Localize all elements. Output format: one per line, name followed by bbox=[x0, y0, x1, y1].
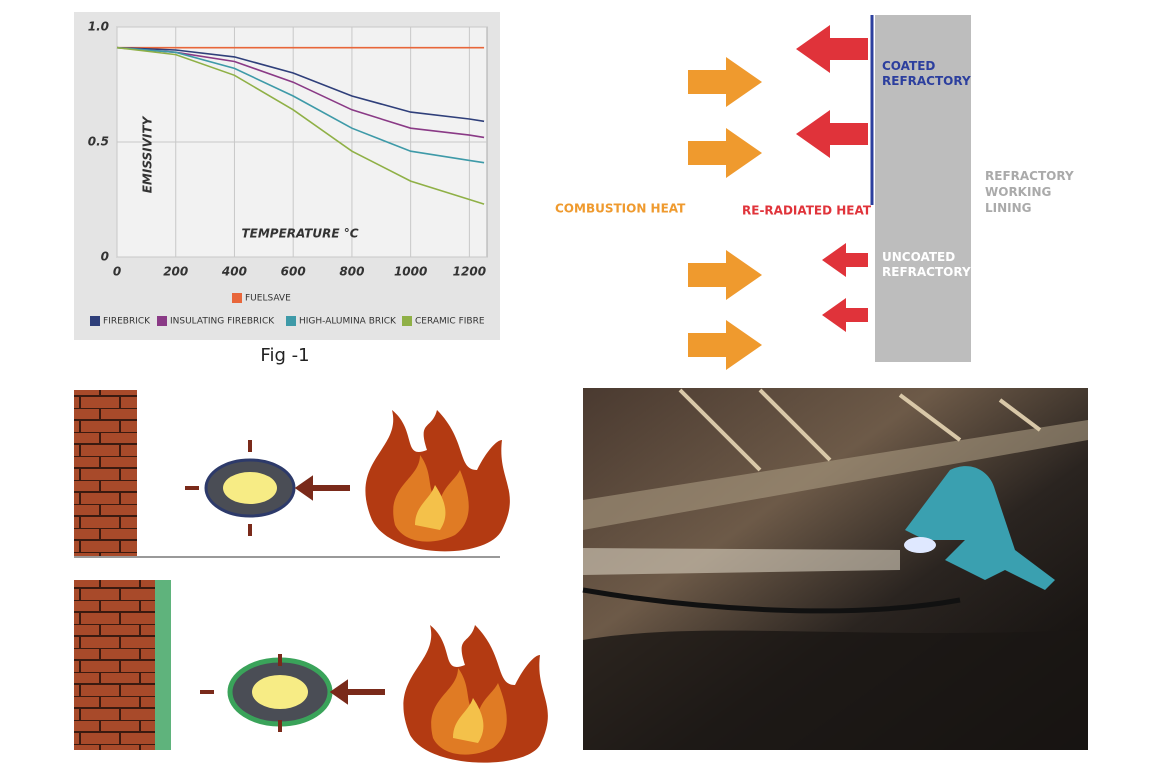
y-tick-label: 0 bbox=[101, 250, 109, 264]
label-line: WORKING bbox=[985, 185, 1051, 199]
reradiated-arrows bbox=[796, 25, 868, 332]
x-tick-label: 400 bbox=[221, 265, 247, 279]
combustion-arrows bbox=[688, 57, 762, 370]
series-line bbox=[116, 46, 485, 123]
x-tick-label: 600 bbox=[281, 265, 306, 279]
coated-label: COATED REFRACTORY bbox=[882, 59, 971, 88]
lining-label: REFRACTORY WORKING LINING bbox=[985, 169, 1078, 215]
series-line bbox=[116, 46, 485, 205]
legend-swatch bbox=[90, 316, 100, 326]
y-tick-label: 1.0 bbox=[88, 20, 109, 34]
legend-swatch bbox=[286, 316, 296, 326]
label-line: COATED bbox=[882, 59, 935, 73]
series-line bbox=[116, 46, 485, 164]
y-tick-label: 0.5 bbox=[88, 135, 109, 149]
legend-label: HIGH-ALUMINA BRICK bbox=[299, 317, 397, 327]
uncoated-illustration bbox=[74, 390, 510, 558]
y-axis-label: EMISSIVITY bbox=[141, 115, 155, 193]
label-line: UNCOATED bbox=[882, 250, 955, 264]
legend-label: CERAMIC FIBRE bbox=[415, 317, 485, 327]
label-line: REFRACTORY bbox=[882, 74, 971, 88]
series-line bbox=[116, 46, 485, 139]
x-tick-label: 1200 bbox=[453, 265, 486, 279]
legend-label: INSULATING FIREBRICK bbox=[170, 317, 275, 327]
x-tick-label: 1000 bbox=[394, 265, 427, 279]
reradiated-label: RE-RADIATED HEAT bbox=[742, 204, 872, 218]
x-axis-label: TEMPERATURE °C bbox=[241, 227, 358, 241]
uncoated-label: UNCOATED REFRACTORY bbox=[882, 250, 971, 279]
coated-illustration bbox=[74, 580, 548, 763]
label-line: REFRACTORY bbox=[882, 265, 971, 279]
photo bbox=[582, 388, 1088, 750]
label-line: LINING bbox=[985, 201, 1032, 215]
legend-label: FIREBRICK bbox=[103, 317, 151, 327]
label-line: REFRACTORY bbox=[985, 169, 1074, 183]
legend-label: FUELSAVE bbox=[245, 294, 291, 304]
combustion-label: COMBUSTION HEAT bbox=[555, 202, 686, 216]
lining bbox=[875, 15, 971, 362]
legend-swatch bbox=[232, 293, 242, 303]
x-tick-label: 0 bbox=[113, 265, 121, 279]
x-tick-label: 200 bbox=[163, 265, 188, 279]
x-tick-label: 800 bbox=[339, 265, 364, 279]
chart: 0 200 400 600 800 1000 1200 0 0.5 1.0 TEMPERATURE … bbox=[88, 20, 488, 327]
caption: Fig -1 bbox=[260, 345, 309, 366]
legend-swatch bbox=[402, 316, 412, 326]
legend-swatch bbox=[157, 316, 167, 326]
